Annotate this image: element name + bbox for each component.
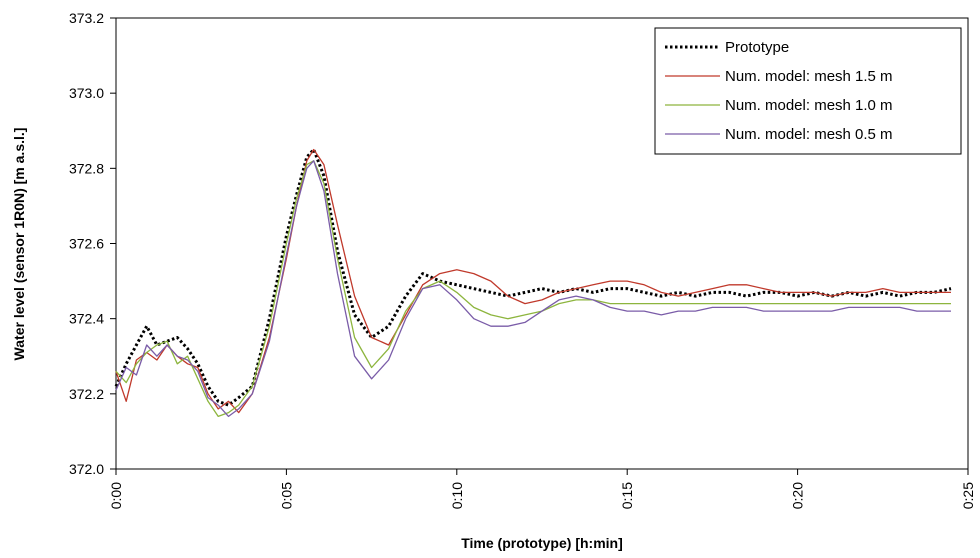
legend-label: Num. model: mesh 1.0 m xyxy=(725,97,893,114)
y-tick-label: 372.8 xyxy=(69,160,104,176)
x-tick-label: 0:05 xyxy=(278,482,294,509)
y-tick-label: 372.0 xyxy=(69,461,104,477)
y-tick-label: 372.4 xyxy=(69,311,104,327)
y-axis: 372.0 372.2 372.4 372.6 372.8 373.0 373.2 xyxy=(69,10,116,477)
x-axis-title: Time (prototype) [h:min] xyxy=(461,535,623,551)
legend-box xyxy=(654,27,962,155)
y-tick-label: 372.6 xyxy=(69,236,104,252)
y-tick-label: 373.0 xyxy=(69,85,104,101)
series-line-4 xyxy=(115,160,951,418)
x-tick-label: 0:20 xyxy=(790,482,806,509)
series-line-2 xyxy=(115,148,951,414)
y-tick-label: 373.2 xyxy=(69,10,104,26)
series-layer xyxy=(114,148,952,418)
legend-label: Num. model: mesh 1.5 m xyxy=(725,68,893,85)
x-tick-label: 0:00 xyxy=(108,482,124,509)
x-axis: 0:00 0:05 0:10 0:15 0:20 0:25 xyxy=(108,469,976,509)
x-tick-label: 0:15 xyxy=(619,482,635,509)
y-axis-title: Water level (sensor 1R0N) [m a.s.l.] xyxy=(11,128,27,361)
series-line-1 xyxy=(114,148,952,407)
legend: Prototype Num. model: mesh 1.5 m Num. mode… xyxy=(654,27,962,155)
x-tick-label: 0:10 xyxy=(449,482,465,509)
series-line-3 xyxy=(115,160,951,418)
legend-label: Prototype xyxy=(725,39,789,56)
x-tick-label: 0:25 xyxy=(960,482,976,509)
legend-label: Num. model: mesh 0.5 m xyxy=(725,126,893,143)
y-tick-label: 372.2 xyxy=(69,386,104,402)
